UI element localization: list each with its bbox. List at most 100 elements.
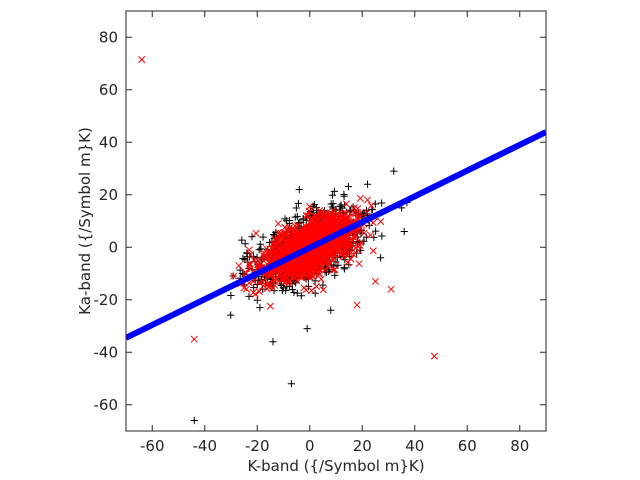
- data-point-cross: [331, 266, 339, 274]
- data-point-cross: [242, 285, 250, 293]
- data-point-plus: [294, 199, 302, 208]
- data-point-cross: [304, 212, 312, 220]
- x-tick-label: 0: [305, 437, 315, 455]
- data-point-plus: [363, 210, 371, 218]
- data-point-cross: [255, 287, 263, 296]
- data-point-cross: [288, 246, 296, 254]
- data-point-cross: [279, 229, 288, 237]
- x-axis-label: K-band ({/Symbol m}K): [247, 457, 424, 475]
- data-point-plus: [336, 202, 344, 211]
- data-point-plus: [330, 187, 338, 196]
- data-point-plus: [250, 284, 258, 292]
- data-point-cross: [245, 264, 253, 272]
- data-point-plus: [325, 266, 333, 274]
- data-point-plus: [295, 219, 303, 227]
- outlier-point-cross: [230, 272, 238, 280]
- data-point-plus: [291, 213, 299, 221]
- data-point-cross: [316, 210, 324, 218]
- data-point-cross: [330, 250, 339, 258]
- data-point-cross: [259, 282, 267, 290]
- outlier-point-plus: [377, 254, 385, 262]
- data-point-cross: [356, 238, 365, 246]
- x-tick-label: -60: [140, 437, 165, 455]
- data-point-cross: [254, 261, 262, 269]
- data-point-plus: [256, 240, 264, 248]
- data-point-cross: [305, 225, 313, 233]
- data-point-cross: [369, 247, 377, 255]
- outlier-point-plus: [327, 306, 335, 314]
- data-point-cross: [377, 217, 385, 226]
- data-point-cross: [343, 219, 352, 227]
- data-point-plus: [286, 216, 294, 225]
- data-point-cross: [291, 264, 299, 272]
- data-point-plus: [340, 190, 348, 199]
- outlier-point-cross: [387, 285, 395, 293]
- data-point-cross: [265, 283, 273, 291]
- data-point-plus: [311, 289, 319, 297]
- data-point-cross: [355, 260, 363, 268]
- data-point-cross: [342, 200, 350, 208]
- data-point-cross: [330, 221, 338, 229]
- data-point-cross: [351, 209, 359, 217]
- data-point-plus: [292, 204, 300, 212]
- data-point-cross: [265, 253, 273, 261]
- data-point-plus: [370, 233, 378, 241]
- outlier-point-plus: [248, 233, 256, 241]
- fit-line: [126, 129, 546, 341]
- data-point-cross: [276, 245, 284, 253]
- data-point-plus: [257, 245, 265, 253]
- data-point-cross: [270, 276, 278, 284]
- data-point-cross: [271, 235, 279, 243]
- data-point-plus: [255, 246, 263, 254]
- data-point-cross: [305, 207, 313, 215]
- data-point-plus: [238, 236, 246, 244]
- outlier-point-cross: [430, 352, 438, 360]
- data-point-plus: [245, 292, 253, 300]
- data-point-cross: [307, 286, 316, 294]
- data-point-plus: [319, 281, 327, 289]
- data-point-cross: [300, 259, 308, 267]
- data-point-plus: [279, 284, 287, 292]
- data-point-plus: [270, 286, 278, 295]
- outlier-point-cross: [337, 209, 345, 217]
- data-point-cross: [311, 264, 320, 272]
- outlier-point-cross: [363, 196, 372, 204]
- data-point-plus: [259, 233, 267, 241]
- data-point-cross: [366, 231, 375, 239]
- data-point-cross: [348, 241, 356, 249]
- data-point-cross: [312, 219, 320, 227]
- y-tick-label: 0: [108, 238, 118, 256]
- data-point-plus: [293, 289, 301, 297]
- data-point-cross: [312, 212, 320, 220]
- data-point-cross: [317, 275, 325, 283]
- data-point-cross: [298, 268, 306, 276]
- data-point-plus: [331, 271, 339, 279]
- y-axis-label: Ka-band ({/Symbol m}K): [76, 127, 94, 315]
- data-point-cross: [323, 208, 331, 216]
- data-point-cross: [255, 261, 263, 269]
- data-point-cross: [330, 266, 338, 274]
- data-point-plus: [378, 199, 386, 207]
- data-point-cross: [273, 266, 281, 274]
- data-point-cross: [336, 213, 344, 221]
- data-point-cross: [281, 248, 289, 256]
- outlier-point-cross: [353, 301, 361, 309]
- data-point-plus: [309, 202, 317, 210]
- x-tick-label: -20: [245, 437, 270, 455]
- y-tick-label: 40: [99, 133, 118, 151]
- data-point-cross: [275, 247, 283, 255]
- data-point-plus: [297, 292, 305, 300]
- data-point-cross: [279, 267, 287, 275]
- data-point-cross: [328, 245, 336, 253]
- x-tick-label: 20: [353, 437, 372, 455]
- data-point-cross: [350, 251, 358, 259]
- y-tick-label: -60: [94, 396, 119, 414]
- data-point-cross: [278, 274, 286, 282]
- outlier-point-cross: [138, 56, 146, 64]
- data-point-cross: [304, 236, 312, 244]
- data-point-plus: [345, 261, 353, 269]
- data-point-cross: [322, 221, 330, 229]
- data-point-cross: [286, 230, 294, 238]
- data-point-plus: [227, 291, 235, 300]
